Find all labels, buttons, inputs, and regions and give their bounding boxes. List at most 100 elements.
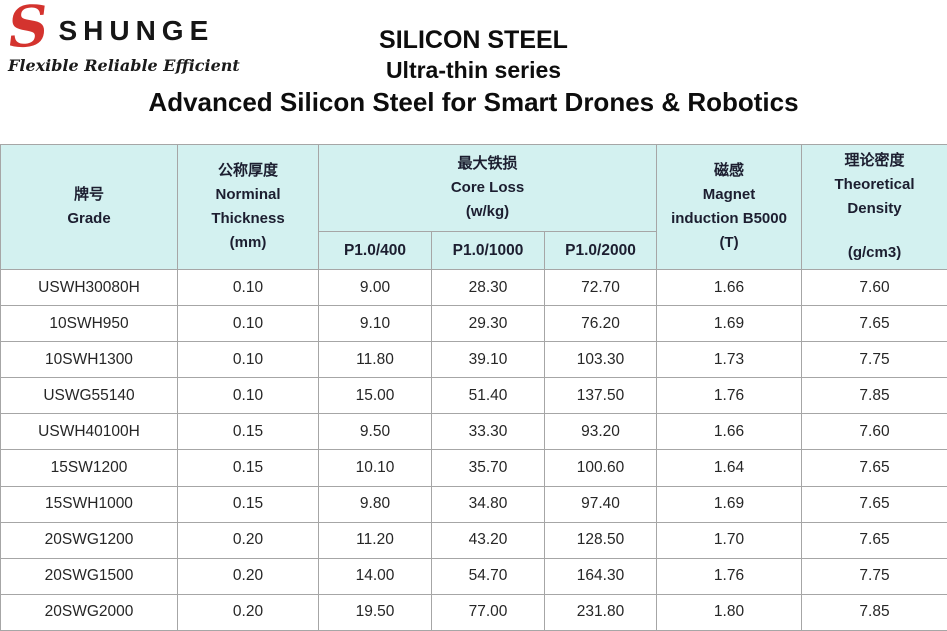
- cell-p2000: 93.20: [543, 413, 658, 451]
- cell-p2000: 97.40: [543, 485, 658, 523]
- company-logo: S SHUNGE Flexible Reliable Efficient: [6, 0, 240, 75]
- cell-p400: 14.00: [318, 557, 432, 595]
- title-line-3: Advanced Silicon Steel for Smart Drones …: [148, 86, 799, 117]
- cell-thickness: 0.20: [177, 521, 319, 559]
- cell-p2000: 100.60: [543, 449, 658, 487]
- cell-density: 7.65: [801, 521, 947, 559]
- col-subheader-p400: P1.0/400: [318, 231, 432, 270]
- induction-header-unit: (T): [719, 234, 739, 251]
- cell-thickness: 0.20: [177, 557, 319, 595]
- cell-p1000: 77.00: [431, 593, 545, 631]
- cell-p400: 9.00: [318, 268, 432, 307]
- title-line-1: SILICON STEEL: [379, 26, 568, 54]
- cell-b5000: 1.66: [656, 413, 803, 451]
- cell-p2000: 137.50: [543, 377, 658, 415]
- cell-density: 7.85: [801, 377, 947, 415]
- thickness-header-en2: Thickness: [211, 210, 285, 227]
- cell-thickness: 0.15: [177, 485, 319, 523]
- induction-header-en1: Magnet: [702, 186, 756, 203]
- cell-thickness: 0.10: [177, 341, 319, 379]
- col-header-thickness: 公称厚度 Norminal Thickness (mm): [177, 144, 319, 270]
- cell-thickness: 0.15: [177, 413, 319, 451]
- cell-p400: 9.80: [318, 485, 432, 523]
- cell-b5000: 1.73: [656, 341, 803, 379]
- col-header-core-loss: 最大铁损 Core Loss (w/kg): [317, 144, 658, 232]
- cell-p2000: 103.30: [543, 341, 658, 379]
- cell-p1000: 34.80: [431, 485, 545, 523]
- table-body: USWH30080H 0.10 9.00 28.30 72.70 1.66 7.…: [0, 268, 947, 631]
- cell-grade: USWG55140: [0, 377, 178, 415]
- cell-p2000: 76.20: [543, 305, 658, 343]
- table-row: USWG55140 0.10 15.00 51.40 137.50 1.76 7…: [0, 377, 947, 415]
- cell-b5000: 1.64: [656, 449, 803, 487]
- cell-p1000: 28.30: [431, 268, 545, 307]
- core-loss-header-en: Core Loss: [450, 179, 525, 196]
- table-row: 15SWH1000 0.15 9.80 34.80 97.40 1.69 7.6…: [0, 485, 947, 523]
- col-header-grade: 牌号 Grade: [0, 144, 178, 270]
- thickness-header-en1: Norminal: [215, 186, 281, 203]
- page-header: S SHUNGE Flexible Reliable Efficient SIL…: [0, 0, 947, 144]
- table-row: 20SWG1500 0.20 14.00 54.70 164.30 1.76 7…: [0, 557, 947, 595]
- cell-thickness: 0.10: [177, 268, 319, 307]
- thickness-header-unit: (mm): [229, 234, 267, 251]
- cell-grade: 10SWH950: [0, 305, 178, 343]
- cell-p400: 9.10: [318, 305, 432, 343]
- core-loss-header-cn: 最大铁损: [457, 155, 518, 172]
- grade-header-en: Grade: [67, 210, 111, 227]
- table-row: 15SW1200 0.15 10.10 35.70 100.60 1.64 7.…: [0, 449, 947, 487]
- brand-tagline: Flexible Reliable Efficient: [8, 55, 240, 75]
- thickness-header-cn: 公称厚度: [217, 162, 278, 179]
- cell-p400: 10.10: [318, 449, 432, 487]
- table-row: USWH30080H 0.10 9.00 28.30 72.70 1.66 7.…: [0, 268, 947, 307]
- brand-name: SHUNGE: [58, 14, 215, 46]
- cell-thickness: 0.10: [177, 305, 319, 343]
- cell-b5000: 1.66: [656, 268, 803, 307]
- cell-b5000: 1.76: [656, 557, 803, 595]
- core-loss-header-unit: (w/kg): [465, 203, 510, 220]
- cell-thickness: 0.10: [177, 377, 319, 415]
- cell-grade: 20SWG2000: [0, 593, 178, 631]
- induction-header-cn: 磁感: [714, 162, 745, 179]
- cell-b5000: 1.70: [656, 521, 803, 559]
- cell-density: 7.65: [801, 449, 947, 487]
- cell-b5000: 1.76: [656, 377, 803, 415]
- col-header-density: 理论密度 Theoretical Density (g/cm3): [801, 144, 947, 270]
- cell-density: 7.75: [801, 557, 947, 595]
- density-header-cn: 理论密度: [844, 152, 905, 169]
- cell-p2000: 164.30: [543, 557, 658, 595]
- cell-grade: 10SWH1300: [0, 341, 178, 379]
- cell-p1000: 43.20: [431, 521, 545, 559]
- cell-p1000: 33.30: [431, 413, 545, 451]
- cell-density: 7.85: [801, 593, 947, 631]
- cell-b5000: 1.69: [656, 305, 803, 343]
- cell-grade: 15SW1200: [0, 449, 178, 487]
- cell-p2000: 231.80: [543, 593, 658, 631]
- table-head: 牌号 Grade 公称厚度 Norminal Thickness (mm) 最大…: [0, 144, 947, 270]
- cell-p1000: 39.10: [431, 341, 545, 379]
- cell-p1000: 35.70: [431, 449, 545, 487]
- cell-grade: 15SWH1000: [0, 485, 178, 523]
- cell-p400: 11.20: [318, 521, 432, 559]
- table-row: 20SWG1200 0.20 11.20 43.20 128.50 1.70 7…: [0, 521, 947, 559]
- spec-table-container: 牌号 Grade 公称厚度 Norminal Thickness (mm) 最大…: [0, 144, 947, 631]
- cell-p2000: 128.50: [543, 521, 658, 559]
- table-row: 20SWG2000 0.20 19.50 77.00 231.80 1.80 7…: [0, 593, 947, 631]
- col-subheader-p1000: P1.0/1000: [431, 231, 545, 270]
- col-header-induction: 磁感 Magnet induction B5000 (T): [656, 144, 803, 270]
- document-title-block: SILICON STEEL Ultra-thin series Advanced…: [0, 24, 947, 120]
- cell-p400: 11.80: [318, 341, 432, 379]
- cell-grade: USWH40100H: [0, 413, 178, 451]
- cell-density: 7.65: [801, 305, 947, 343]
- spec-table: 牌号 Grade 公称厚度 Norminal Thickness (mm) 最大…: [0, 144, 947, 631]
- cell-density: 7.60: [801, 413, 947, 451]
- density-header-en1: Theoretical: [834, 176, 915, 193]
- cell-p1000: 51.40: [431, 377, 545, 415]
- cell-p2000: 72.70: [543, 268, 658, 307]
- cell-p400: 19.50: [318, 593, 432, 631]
- table-row: 10SWH1300 0.10 11.80 39.10 103.30 1.73 7…: [0, 341, 947, 379]
- cell-p400: 15.00: [318, 377, 432, 415]
- cell-b5000: 1.69: [656, 485, 803, 523]
- title-line-2: Ultra-thin series: [385, 57, 562, 83]
- cell-density: 7.60: [801, 268, 947, 307]
